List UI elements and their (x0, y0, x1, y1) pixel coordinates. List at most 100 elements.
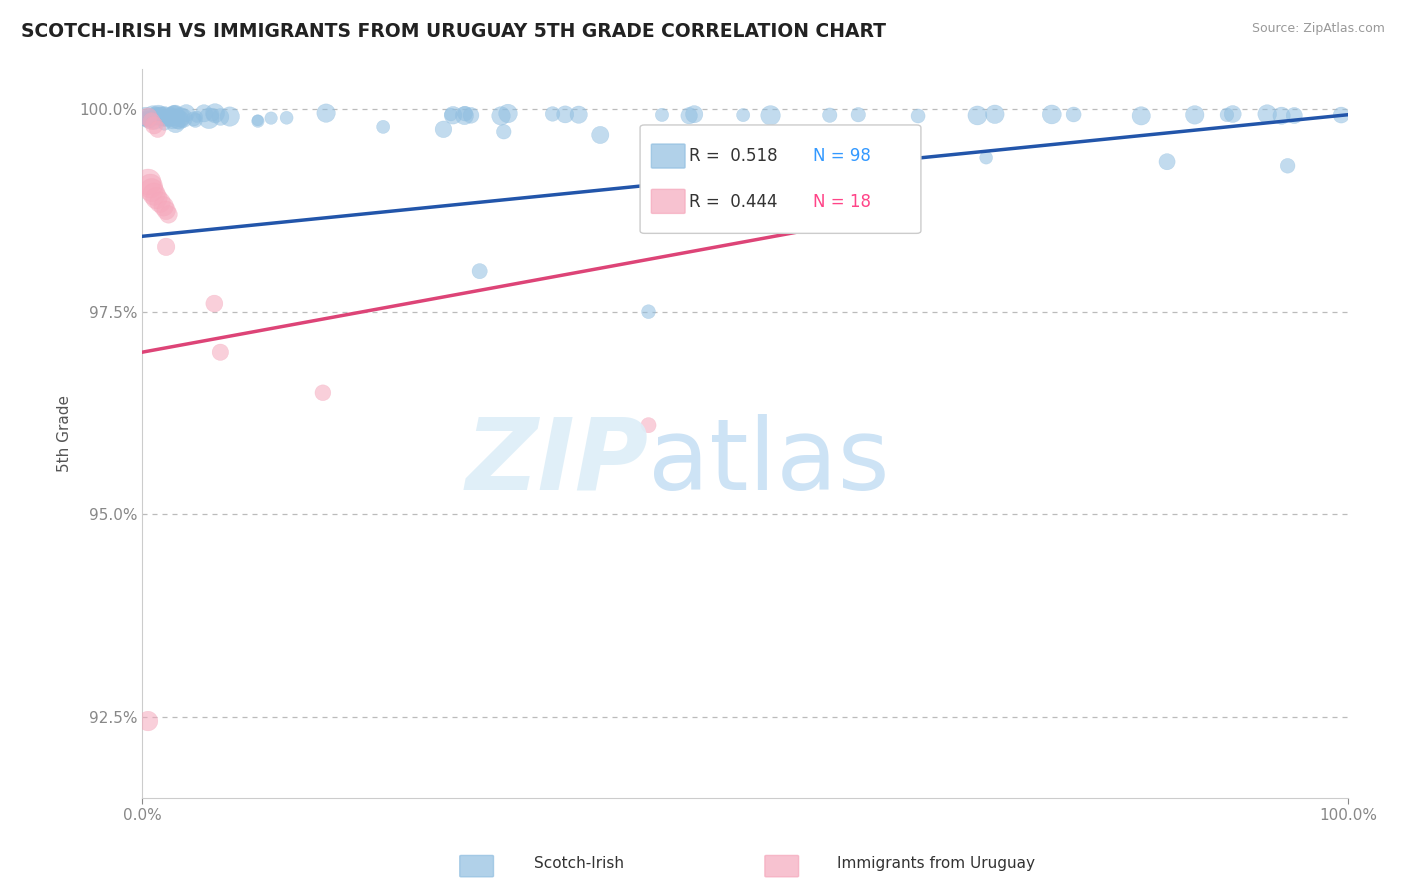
Point (160, 111, 183, 125)
Point (145, 191, 167, 205)
Point (218, 110, 240, 124)
Point (554, 107, 576, 121)
Point (152, 111, 174, 125)
Point (163, 109, 186, 123)
Point (1270, 109, 1292, 123)
Point (209, 110, 232, 124)
Point (637, 418, 659, 433)
Text: SCOTCH-IRISH VS IMMIGRANTS FROM URUGUAY 5TH GRADE CORRELATION CHART: SCOTCH-IRISH VS IMMIGRANTS FROM URUGUAY … (21, 22, 886, 41)
Point (159, 112, 181, 126)
Point (541, 107, 564, 121)
Text: Immigrants from Uruguay: Immigrants from Uruguay (837, 856, 1035, 871)
Point (974, 151, 997, 165)
Point (149, 195, 172, 210)
Point (794, 143, 817, 157)
Point (373, 120, 395, 134)
Point (165, 116, 187, 130)
Point (246, 113, 269, 128)
Point (453, 109, 475, 123)
Point (1156, 154, 1178, 169)
Point (135, 110, 157, 124)
Point (276, 111, 298, 125)
Point (637, 135, 659, 149)
Point (174, 106, 197, 120)
Point (202, 296, 225, 310)
Point (454, 106, 477, 120)
Point (146, 109, 169, 123)
Point (846, 108, 869, 122)
Point (209, 345, 232, 359)
Point (157, 207, 180, 221)
Point (160, 112, 183, 126)
Point (143, 187, 166, 202)
Point (460, 108, 482, 122)
Text: Scotch-Irish: Scotch-Irish (534, 856, 624, 871)
Point (489, 109, 512, 123)
Point (136, 110, 159, 124)
Point (734, 138, 756, 153)
Point (984, 107, 1007, 121)
Point (172, 111, 194, 125)
Point (1284, 109, 1306, 123)
Point (193, 106, 215, 120)
Point (468, 264, 491, 278)
Point (149, 109, 172, 123)
Point (166, 112, 188, 127)
Point (683, 107, 706, 121)
Point (153, 109, 176, 123)
Point (1277, 159, 1299, 173)
Text: R =  0.518: R = 0.518 (689, 147, 778, 166)
Point (146, 110, 169, 124)
Point (155, 203, 177, 218)
Point (139, 179, 162, 194)
Point (637, 304, 659, 318)
Point (146, 122, 169, 136)
Point (162, 106, 184, 120)
Point (907, 109, 929, 123)
Point (1222, 107, 1244, 121)
Point (136, 175, 159, 189)
Point (432, 122, 454, 136)
Point (136, 714, 159, 728)
Point (759, 108, 782, 122)
Point (818, 108, 841, 122)
Point (568, 108, 591, 122)
Point (165, 106, 187, 120)
Text: N = 98: N = 98 (813, 147, 872, 166)
Point (1130, 109, 1153, 123)
Point (155, 240, 177, 254)
Point (246, 114, 269, 128)
Point (142, 108, 165, 122)
Point (315, 106, 337, 120)
Point (198, 112, 221, 126)
Text: R =  0.444: R = 0.444 (689, 193, 778, 211)
Point (153, 109, 176, 123)
Text: atlas: atlas (648, 414, 890, 511)
Point (678, 109, 700, 123)
Point (153, 117, 176, 131)
Point (651, 108, 673, 122)
Point (152, 199, 174, 213)
Point (184, 113, 207, 128)
Point (1040, 107, 1063, 121)
Point (496, 106, 519, 120)
Point (135, 112, 157, 126)
Point (966, 108, 988, 122)
Point (141, 114, 163, 128)
Point (183, 112, 205, 126)
Y-axis label: 5th Grade: 5th Grade (58, 395, 72, 472)
Point (1216, 108, 1239, 122)
Point (135, 108, 157, 122)
Point (440, 107, 463, 121)
Point (162, 115, 184, 129)
Point (138, 112, 160, 127)
Text: ZIP: ZIP (465, 414, 648, 511)
Point (1184, 108, 1206, 122)
Point (160, 106, 183, 120)
Point (492, 125, 515, 139)
Point (143, 118, 166, 132)
Point (1330, 108, 1353, 122)
Point (135, 112, 157, 126)
Point (441, 108, 464, 122)
Point (186, 110, 208, 124)
